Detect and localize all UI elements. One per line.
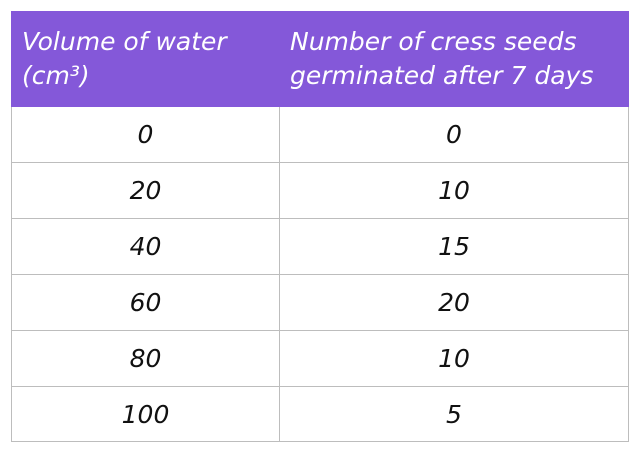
table-header-row: Volume of water (cm³) Number of cress se… <box>11 11 629 107</box>
cell-seeds: 0 <box>279 106 629 163</box>
table-row: 100 5 <box>11 386 629 442</box>
cell-volume: 0 <box>11 106 280 163</box>
cell-volume: 80 <box>11 330 280 387</box>
header-seeds-germinated: Number of cress seeds germinated after 7… <box>279 11 629 107</box>
cell-seeds: 20 <box>279 274 629 331</box>
cell-seeds: 15 <box>279 218 629 275</box>
data-table-container: Volume of water (cm³) Number of cress se… <box>11 11 629 442</box>
cell-seeds: 10 <box>279 162 629 219</box>
germination-table: Volume of water (cm³) Number of cress se… <box>11 11 629 442</box>
cell-seeds: 10 <box>279 330 629 387</box>
table-row: 80 10 <box>11 330 629 387</box>
cell-volume: 40 <box>11 218 280 275</box>
table-row: 20 10 <box>11 162 629 219</box>
table-row: 40 15 <box>11 218 629 275</box>
table-row: 60 20 <box>11 274 629 331</box>
cell-seeds: 5 <box>279 386 629 442</box>
cell-volume: 20 <box>11 162 280 219</box>
cell-volume: 60 <box>11 274 280 331</box>
header-volume-of-water: Volume of water (cm³) <box>11 11 280 107</box>
cell-volume: 100 <box>11 386 280 442</box>
table-row: 0 0 <box>11 106 629 163</box>
